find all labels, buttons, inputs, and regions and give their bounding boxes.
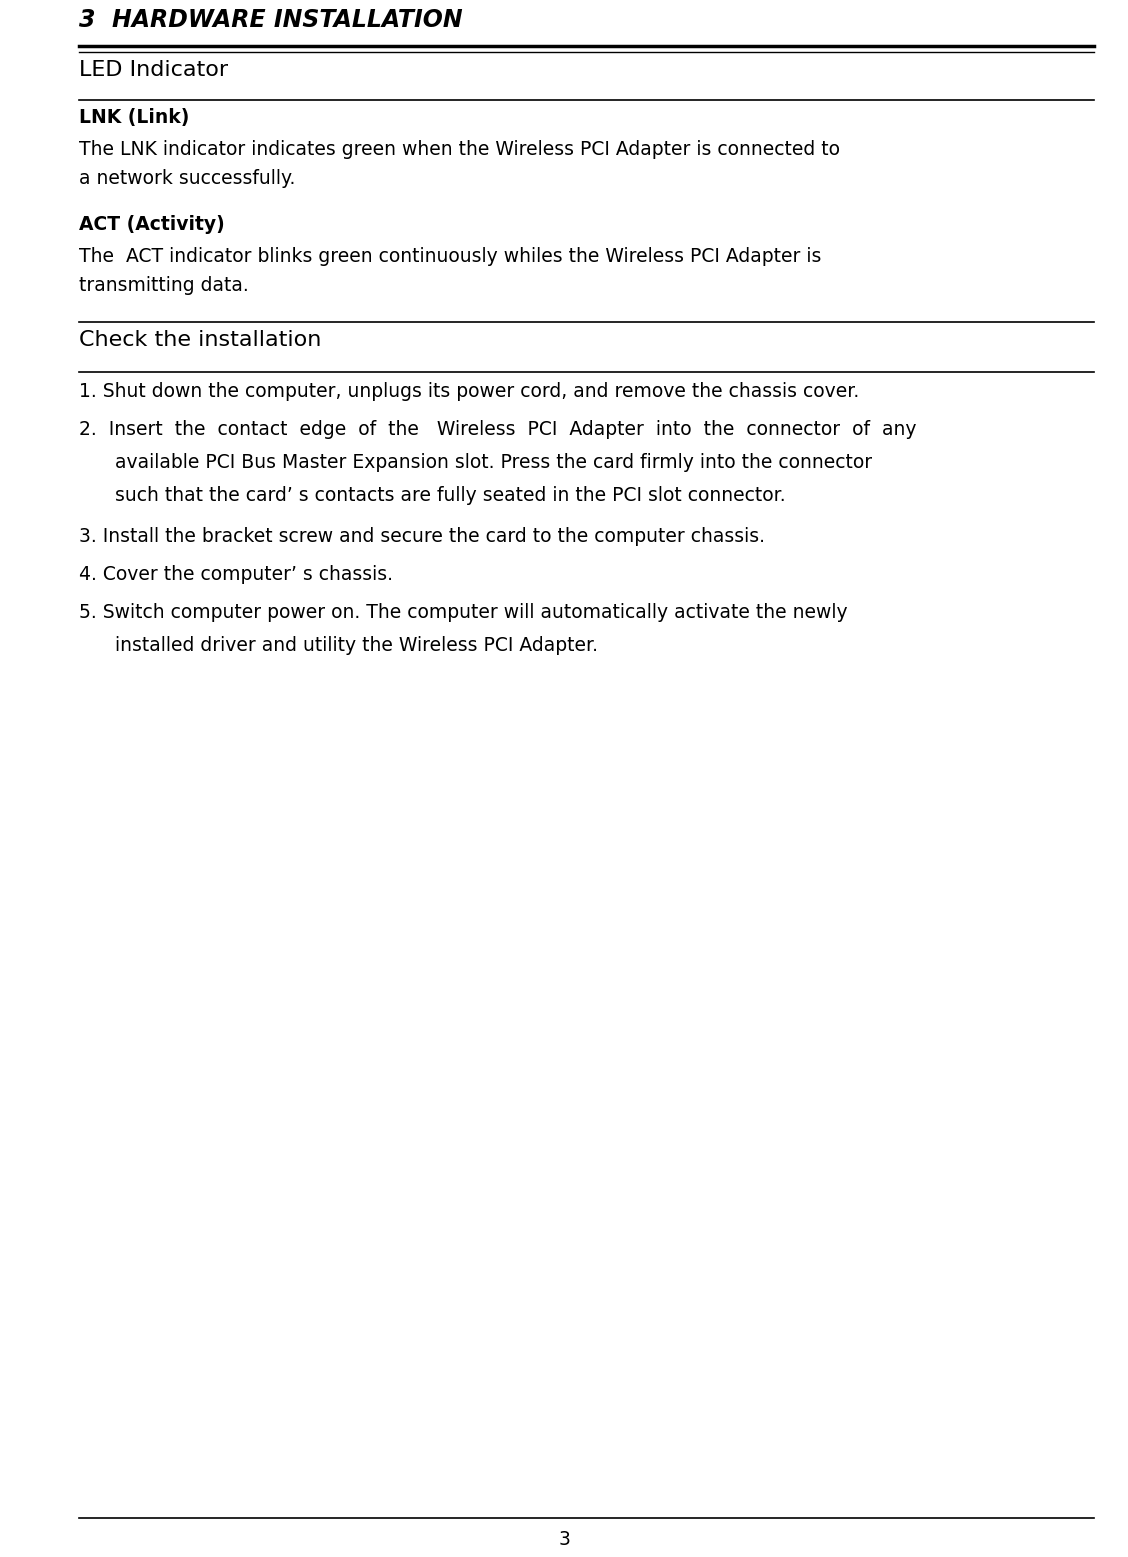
Text: 3  HARDWARE INSTALLATION: 3 HARDWARE INSTALLATION [79,8,462,33]
Text: 3: 3 [558,1531,570,1549]
Text: available PCI Bus Master Expansion slot. Press the card firmly into the connecto: available PCI Bus Master Expansion slot.… [115,453,872,472]
Text: 5. Switch computer power on. The computer will automatically activate the newly: 5. Switch computer power on. The compute… [79,603,847,621]
Text: LED Indicator: LED Indicator [79,61,228,79]
Text: such that the card’ s contacts are fully seated in the PCI slot connector.: such that the card’ s contacts are fully… [115,486,786,504]
Text: 2.  Insert  the  contact  edge  of  the   Wireless  PCI  Adapter  into  the  con: 2. Insert the contact edge of the Wirele… [79,420,916,439]
Text: installed driver and utility the Wireless PCI Adapter.: installed driver and utility the Wireles… [115,635,598,655]
Text: 3. Install the bracket screw and secure the card to the computer chassis.: 3. Install the bracket screw and secure … [79,526,765,547]
Text: ACT (Activity): ACT (Activity) [79,215,224,234]
Text: Check the installation: Check the installation [79,330,321,350]
Text: The LNK indicator indicates green when the Wireless PCI Adapter is connected to
: The LNK indicator indicates green when t… [79,140,840,188]
Text: 4. Cover the computer’ s chassis.: 4. Cover the computer’ s chassis. [79,565,393,584]
Text: The  ACT indicator blinks green continuously whiles the Wireless PCI Adapter is
: The ACT indicator blinks green continuou… [79,248,821,294]
Text: LNK (Link): LNK (Link) [79,107,190,128]
Text: 1. Shut down the computer, unplugs its power cord, and remove the chassis cover.: 1. Shut down the computer, unplugs its p… [79,381,860,402]
